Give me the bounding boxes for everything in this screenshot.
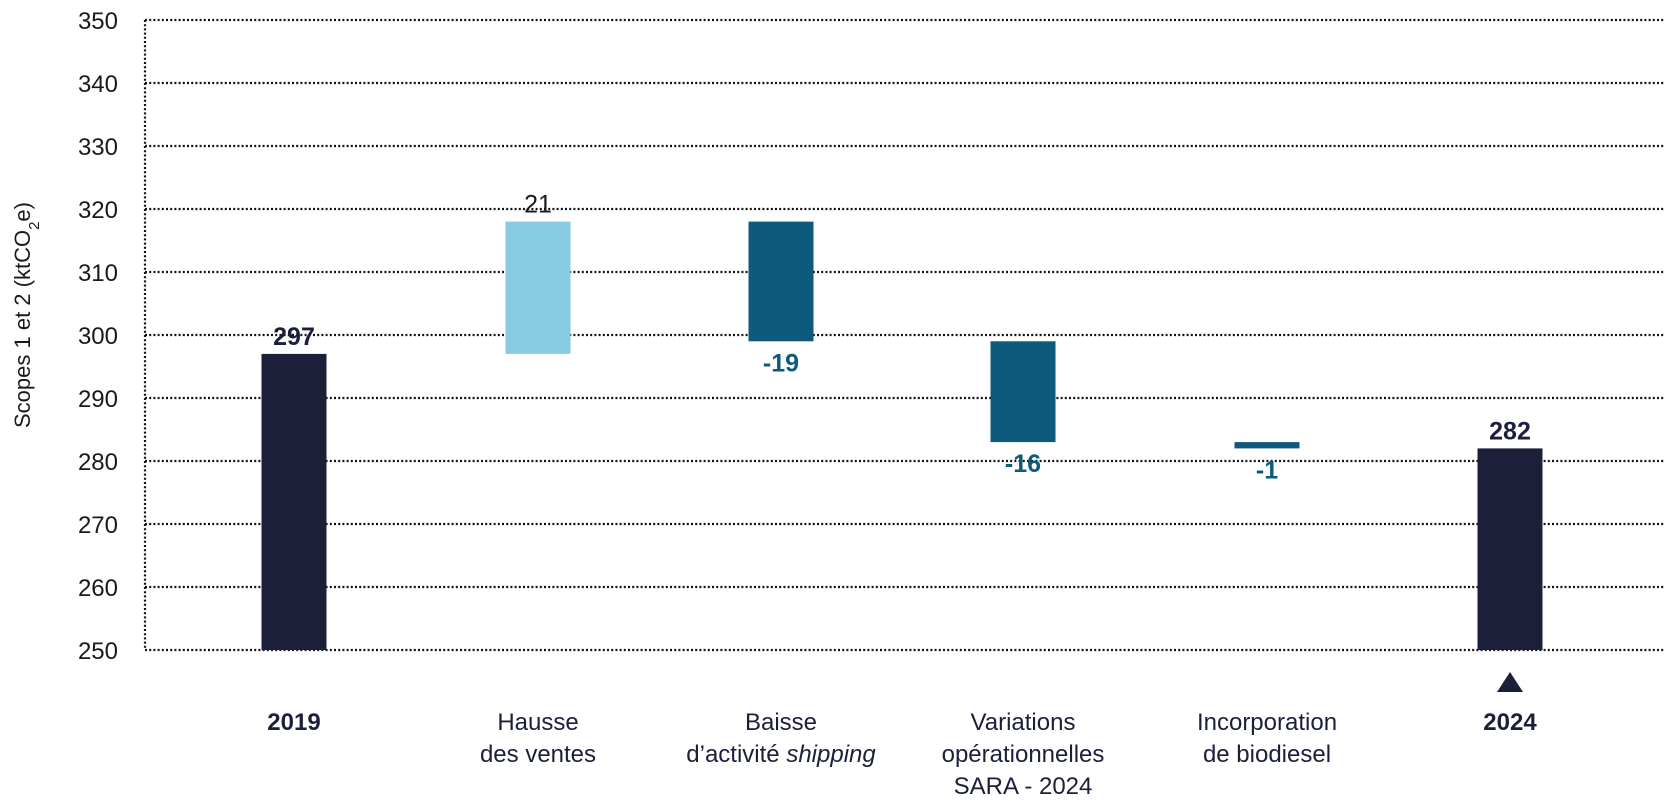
bar-total bbox=[1477, 448, 1543, 650]
category-labels: 2019 Hausse des ventes Baisse d’activité shi… bbox=[267, 709, 1537, 800]
y-tick-label: 290 bbox=[78, 386, 118, 413]
category-label: Baisse d’activité shipping bbox=[686, 709, 876, 768]
y-tick-label: 280 bbox=[78, 449, 118, 476]
value-label: 21 bbox=[524, 191, 552, 219]
y-tick-label: 320 bbox=[78, 197, 118, 224]
bar-increase bbox=[505, 221, 571, 354]
y-tick-label: 300 bbox=[78, 323, 118, 350]
bar-decrease bbox=[748, 221, 814, 342]
triangle-up-icon bbox=[1497, 672, 1523, 692]
marker-group bbox=[1497, 672, 1523, 692]
y-tick-label: 310 bbox=[78, 260, 118, 287]
category-label: Variations opérationnelles SARA - 2024 bbox=[942, 709, 1105, 800]
gridlines bbox=[143, 18, 1664, 652]
category-label: Hausse des ventes bbox=[480, 709, 596, 768]
value-labels: 297 21 -19 -16 -1 282 bbox=[273, 191, 1531, 485]
y-axis-ticks: 250 260 270 280 290 300 310 320 330 340 350 bbox=[78, 8, 118, 665]
value-label: -1 bbox=[1256, 456, 1278, 484]
y-axis-label: Scopes 1 et 2 (ktCO2e) bbox=[10, 202, 43, 428]
y-tick-label: 270 bbox=[78, 512, 118, 539]
bar-decrease bbox=[990, 341, 1056, 443]
value-label: -19 bbox=[763, 349, 799, 377]
y-tick-label: 350 bbox=[78, 8, 118, 35]
y-tick-label: 260 bbox=[78, 575, 118, 602]
category-label: 2019 bbox=[267, 709, 320, 736]
bar-total bbox=[261, 353, 327, 650]
category-label: Incorporation de biodiesel bbox=[1197, 709, 1337, 768]
bars bbox=[261, 221, 1543, 650]
y-tick-label: 340 bbox=[78, 71, 118, 98]
y-tick-label: 330 bbox=[78, 134, 118, 161]
value-label: -16 bbox=[1005, 450, 1041, 478]
category-label: 2024 bbox=[1483, 709, 1537, 736]
bar-decrease bbox=[1234, 442, 1300, 449]
value-label: 282 bbox=[1489, 417, 1531, 445]
value-label: 297 bbox=[273, 323, 315, 351]
y-tick-label: 250 bbox=[78, 638, 118, 665]
